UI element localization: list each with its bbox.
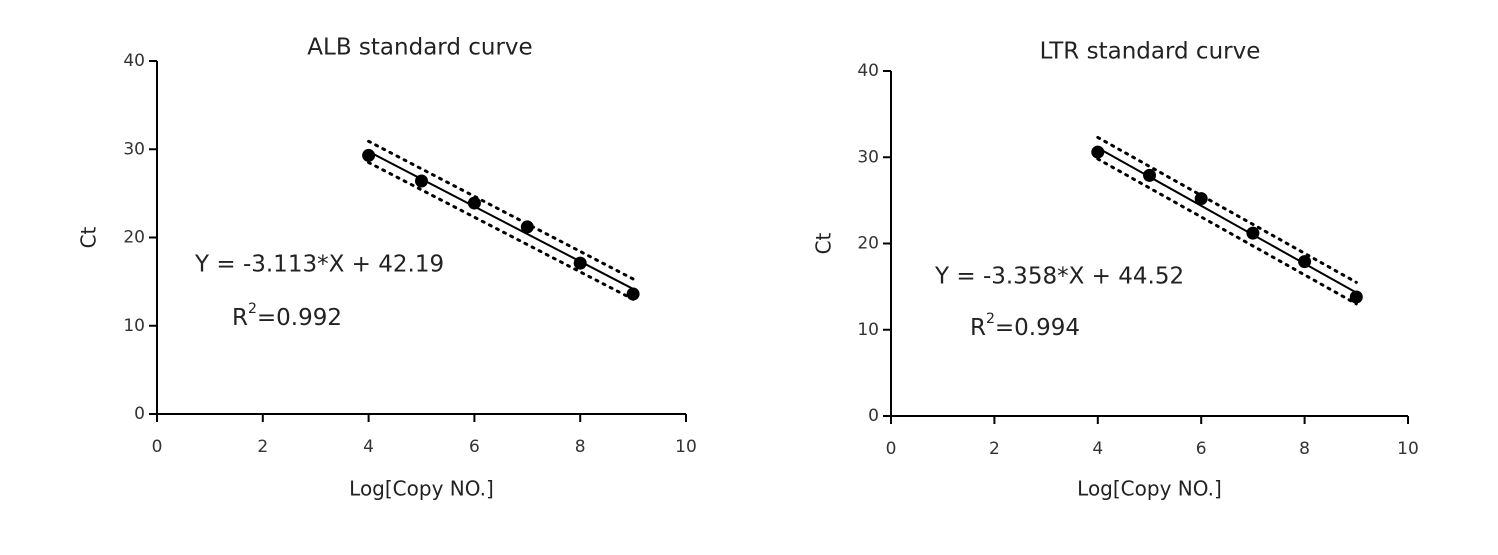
confidence-band xyxy=(367,139,635,281)
x-tick-label: 8 xyxy=(575,437,586,457)
y-tick-label: 0 xyxy=(134,404,145,424)
x-tick-label: 4 xyxy=(363,437,374,457)
y-axis-label: Ct xyxy=(77,226,101,248)
y-tick-label: 30 xyxy=(123,139,145,159)
r-squared: R2=0.994 xyxy=(970,311,1080,341)
x-tick-label: 2 xyxy=(989,439,1000,459)
x-axis-label: Log[Copy NO.] xyxy=(349,477,494,501)
x-axis-label: Log[Copy NO.] xyxy=(1077,477,1222,501)
x-tick-label: 0 xyxy=(152,437,163,457)
chart-title: LTR standard curve xyxy=(1040,39,1261,65)
fit-line xyxy=(1097,146,1357,294)
y-axis-label: Ct xyxy=(812,232,836,254)
y-tick-label: 20 xyxy=(857,234,879,254)
data-point xyxy=(626,287,640,301)
y-tick-label: 10 xyxy=(123,316,145,336)
y-tick-label: 40 xyxy=(123,51,145,71)
confidence-band xyxy=(367,160,635,301)
data-point xyxy=(1194,192,1208,206)
fit-line xyxy=(368,150,634,290)
r-squared-sup: 2 xyxy=(986,311,995,327)
x-tick-label: 10 xyxy=(1397,439,1419,459)
x-tick-label: 10 xyxy=(675,437,697,457)
data-point xyxy=(1349,290,1363,304)
y-tick-label: 40 xyxy=(857,61,879,81)
data-point xyxy=(1091,145,1105,159)
r-squared-base: R xyxy=(232,305,248,331)
x-tick-label: 2 xyxy=(257,437,268,457)
y-tick-label: 30 xyxy=(857,147,879,167)
x-tick-label: 4 xyxy=(1092,439,1103,459)
x-tick-label: 0 xyxy=(886,439,897,459)
y-tick-label: 10 xyxy=(857,320,879,340)
confidence-band xyxy=(1096,135,1358,284)
x-tick-label: 8 xyxy=(1299,439,1310,459)
equation: Y = -3.113*X + 42.19 xyxy=(194,252,444,278)
confidence-band xyxy=(1096,157,1358,306)
r-squared-value: =0.994 xyxy=(995,315,1080,341)
x-tick-label: 6 xyxy=(1196,439,1207,459)
r-squared: R2=0.992 xyxy=(232,301,342,331)
y-tick-label: 0 xyxy=(868,406,879,426)
r-squared-base: R xyxy=(970,315,986,341)
data-point xyxy=(362,148,376,162)
equation: Y = -3.358*X + 44.52 xyxy=(934,264,1184,290)
chart-title: ALB standard curve xyxy=(307,35,532,61)
y-tick-label: 20 xyxy=(123,228,145,248)
data-point xyxy=(467,196,481,210)
r-squared-value: =0.992 xyxy=(257,305,342,331)
r-squared-sup: 2 xyxy=(248,301,257,317)
x-tick-label: 6 xyxy=(469,437,480,457)
